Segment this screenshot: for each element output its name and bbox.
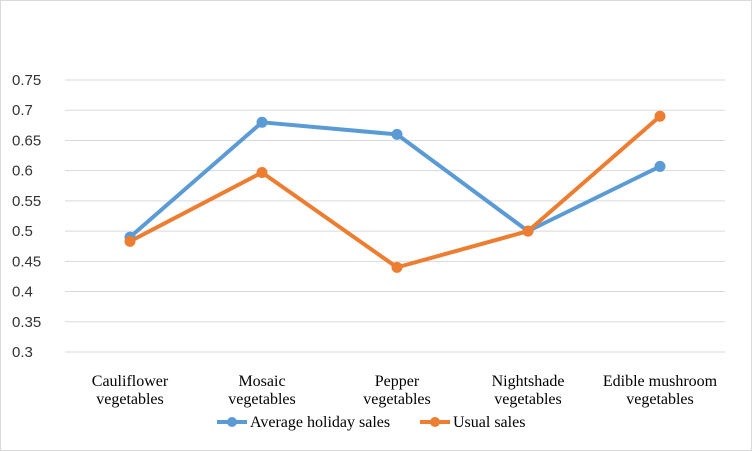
- gridlines: [65, 79, 725, 353]
- data-point: [654, 160, 666, 172]
- legend-marker: [430, 417, 440, 427]
- x-axis: Cauliflower vegetables Mosaic vegetables Pep…: [92, 373, 718, 408]
- data-point: [522, 225, 534, 237]
- legend-label: Usual sales: [453, 414, 525, 431]
- y-axis: 0.3 0.35 0.4 0.45 0.5 0.55 0.6 0.65 0.7 0.75: [12, 72, 41, 361]
- data-point: [124, 235, 136, 247]
- data-point: [391, 261, 403, 273]
- data-point: [391, 128, 403, 140]
- data-point: [256, 116, 268, 128]
- y-tick-label: 0.4: [12, 284, 33, 301]
- y-tick-label: 0.35: [12, 314, 41, 331]
- y-tick-label: 0.5: [12, 223, 33, 240]
- y-tick-label: 0.65: [12, 132, 41, 149]
- x-tick-label: Edible mushroom vegetables: [603, 373, 718, 408]
- series-line: [128, 120, 662, 240]
- data-point: [256, 166, 268, 178]
- y-tick-label: 0.55: [12, 193, 41, 210]
- x-tick-label: Mosaic vegetables: [228, 373, 296, 408]
- y-tick-label: 0.3: [12, 344, 33, 361]
- y-tick-label: 0.7: [12, 102, 33, 119]
- x-tick-label: Pepper vegetables: [363, 373, 431, 408]
- legend-label: Average holiday sales: [250, 414, 390, 431]
- data-point: [654, 110, 666, 122]
- y-tick-label: 0.45: [12, 253, 41, 270]
- legend-marker: [227, 417, 237, 427]
- y-tick-label: 0.6: [12, 163, 33, 180]
- legend: Average holiday sales Usual sales: [217, 414, 525, 431]
- y-tick-label: 0.75: [12, 72, 41, 89]
- series-points: [124, 110, 666, 273]
- x-tick-label: Nightshade vegetables: [492, 373, 565, 408]
- x-tick-label: Cauliflower vegetables: [92, 373, 169, 408]
